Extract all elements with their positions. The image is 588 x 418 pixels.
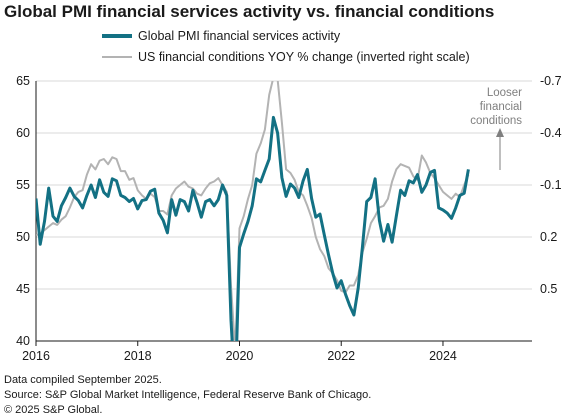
x-tick-label: 2018: [124, 349, 152, 363]
annotation-line: conditions: [470, 115, 522, 127]
legend-swatch-fci: [102, 56, 132, 58]
annotation-looser-conditions: Looser financial conditions: [440, 86, 522, 128]
legend-item-pmi: Global PMI financial services activity: [102, 29, 340, 43]
y-right-tick-label: 0.5: [540, 282, 557, 296]
legend-item-fci: US financial conditions YOY % change (in…: [102, 50, 470, 64]
annotation-arrow-head: [496, 128, 504, 137]
annotation-line: Looser: [486, 87, 522, 99]
footer-data-compiled: Data compiled September 2025.: [4, 374, 162, 386]
y-left-tick-label: 40: [16, 334, 30, 348]
y-left-tick-label: 65: [16, 74, 30, 88]
footer-copyright: © 2025 S&P Global.: [4, 404, 103, 416]
legend-label-pmi: Global PMI financial services activity: [138, 29, 341, 43]
y-left-tick-label: 55: [16, 178, 30, 192]
y-right-tick-label: -0.7: [540, 74, 562, 88]
y-left-tick-label: 60: [16, 126, 30, 140]
y-right-tick-label: -0.1: [540, 178, 562, 192]
y-left-tick-label: 45: [16, 282, 30, 296]
x-tick-label: 2016: [22, 349, 50, 363]
footer-source: Source: S&P Global Market Intelligence, …: [4, 389, 372, 401]
y-right-tick-label: -0.4: [540, 126, 562, 140]
x-tick-label: 2020: [226, 349, 254, 363]
series-line-pmi: [36, 115, 470, 341]
y-right-tick-label: 0.2: [540, 230, 557, 244]
legend-label-fci: US financial conditions YOY % change (in…: [138, 50, 470, 64]
chart-title: Global PMI financial services activity v…: [4, 2, 495, 21]
series-line-fci: [36, 81, 470, 341]
annotation-line: financial: [479, 101, 522, 113]
legend-swatch-pmi: [102, 34, 132, 38]
y-left-tick-label: 50: [16, 230, 30, 244]
x-tick-label: 2024: [429, 349, 457, 363]
x-tick-label: 2022: [327, 349, 355, 363]
